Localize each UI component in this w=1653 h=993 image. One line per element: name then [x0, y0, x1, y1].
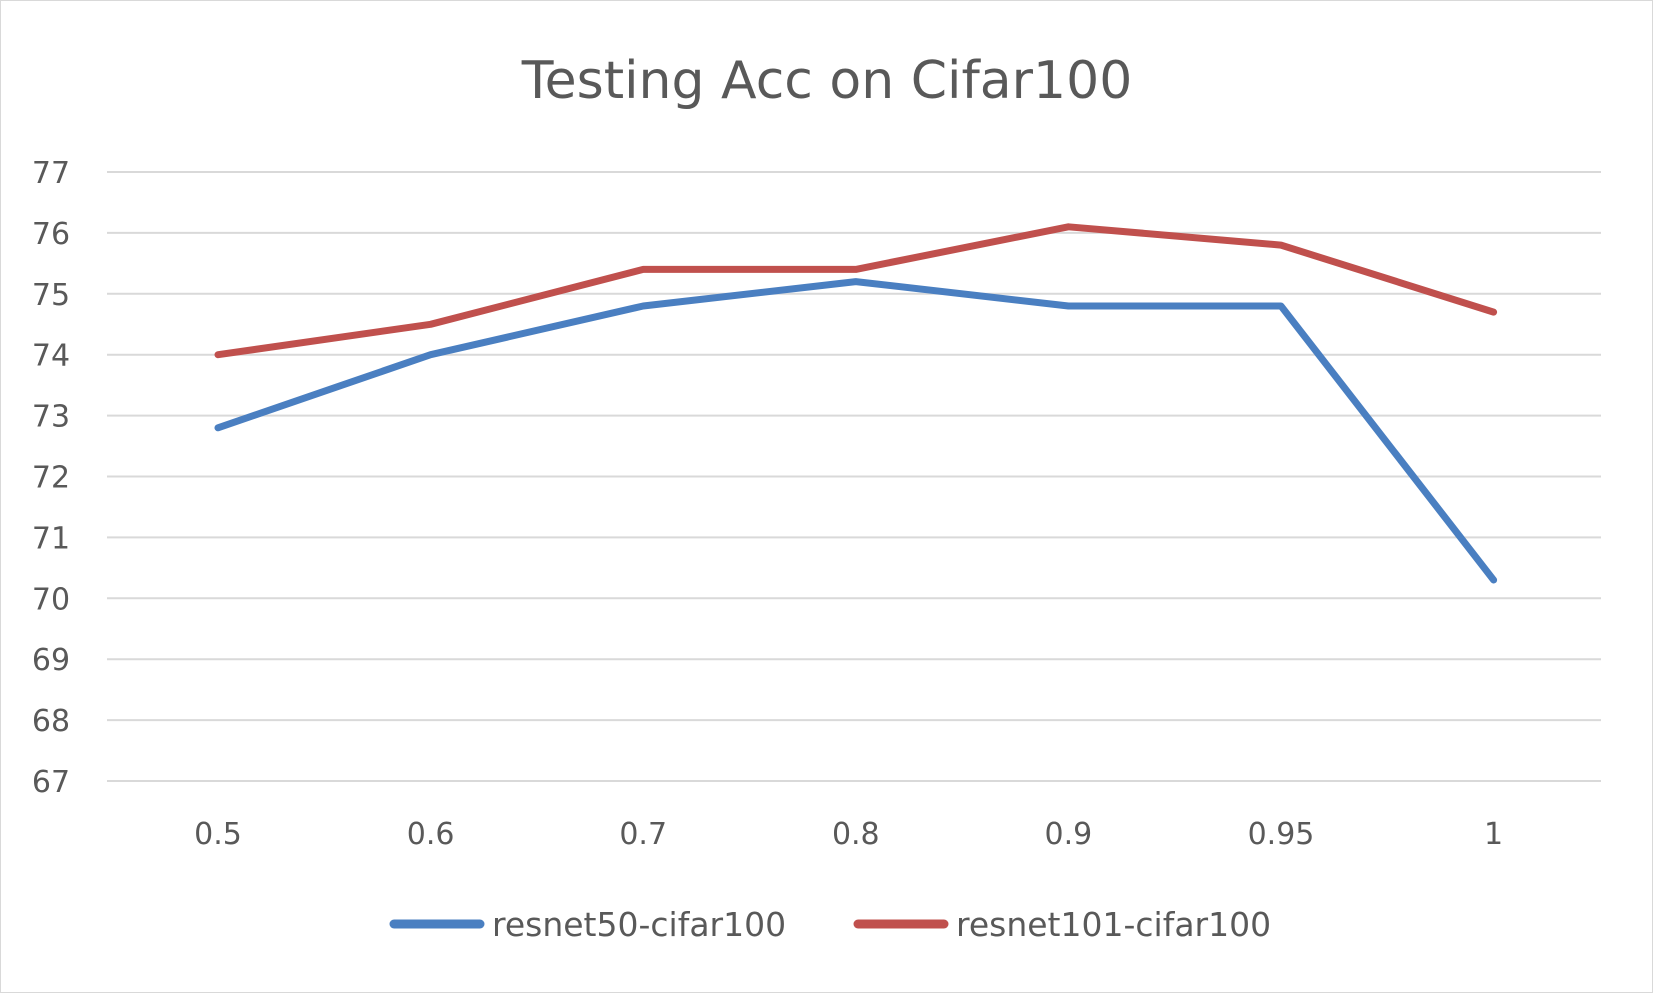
series-lines	[214, 223, 1498, 584]
x-tick-label: 0.6	[407, 817, 455, 852]
x-tick-label: 0.7	[619, 817, 667, 852]
legend: resnet50-cifar100 resnet101-cifar100	[389, 905, 1271, 944]
x-axis-ticks: 0.5 0.6 0.7 0.8 0.9 0.95 1	[194, 817, 1503, 852]
chart-title: Testing Acc on Cifar100	[521, 51, 1133, 111]
gridlines	[107, 171, 1601, 782]
y-tick-label: 72	[32, 461, 70, 496]
y-tick-label: 70	[32, 582, 70, 617]
y-tick-label: 67	[32, 765, 70, 800]
y-tick-label: 71	[32, 521, 70, 556]
y-tick-label: 75	[32, 278, 70, 313]
x-tick-label: 0.5	[194, 817, 242, 852]
series-line-resnet50-cifar100	[214, 278, 1498, 584]
y-tick-label: 74	[32, 339, 70, 374]
y-tick-label: 77	[32, 156, 70, 191]
x-tick-label: 0.95	[1248, 817, 1315, 852]
y-tick-label: 68	[32, 704, 70, 739]
y-tick-label: 73	[32, 400, 70, 435]
x-tick-label: 0.8	[832, 817, 880, 852]
x-tick-label: 0.9	[1045, 817, 1093, 852]
legend-label: resnet101-cifar100	[956, 905, 1271, 944]
y-tick-label: 69	[32, 643, 70, 678]
y-axis-ticks: 77 76 75 74 73 72 71 70 69 68 67	[32, 156, 70, 800]
series-line-resnet101-cifar100	[214, 223, 1498, 359]
legend-label: resnet50-cifar100	[492, 905, 786, 944]
x-tick-label: 1	[1484, 817, 1503, 852]
y-tick-label: 76	[32, 217, 70, 252]
